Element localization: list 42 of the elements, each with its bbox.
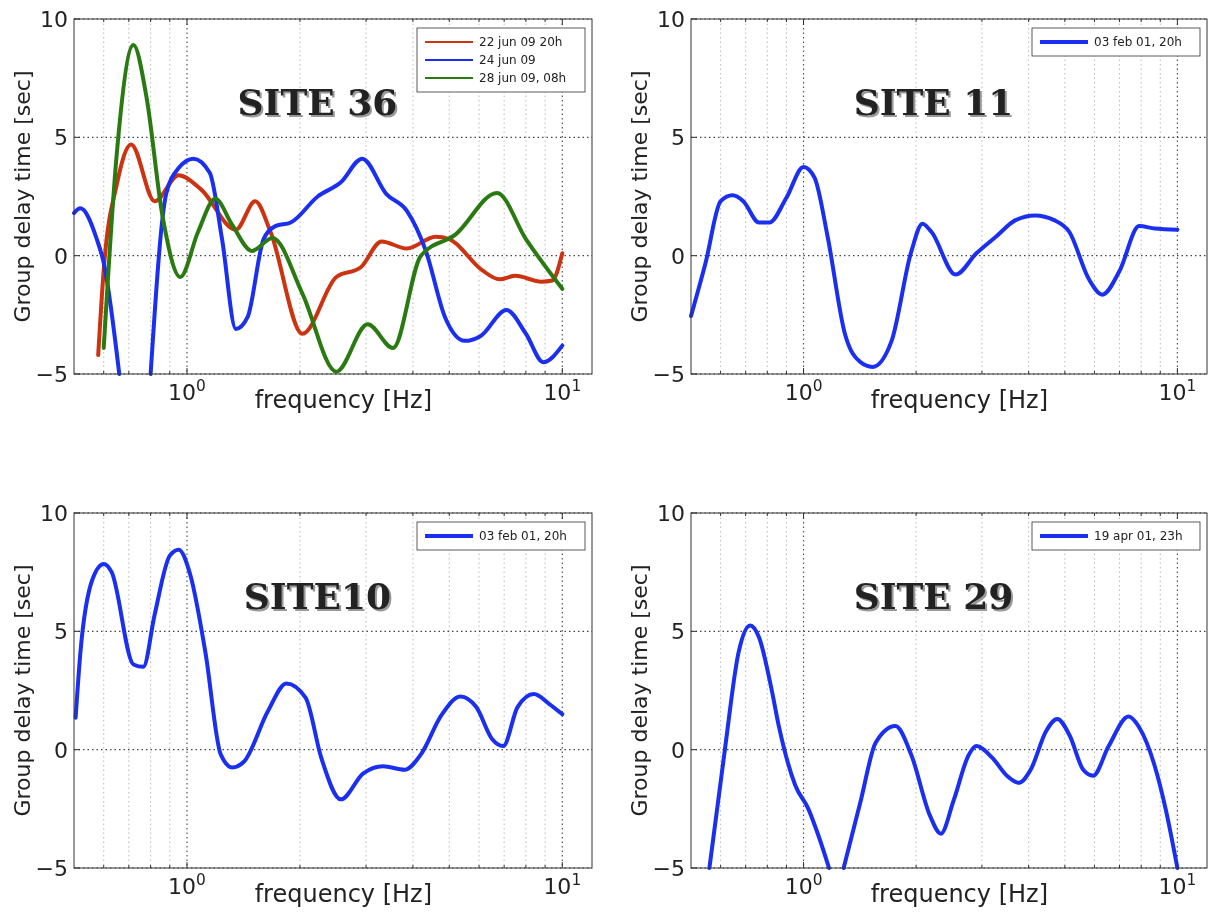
y-axis-title: Group delay time [sec] — [10, 70, 35, 323]
y-axis-title: Group delay time [sec] — [627, 564, 652, 817]
x-tick-label: 10$^{0}$ — [784, 871, 823, 899]
legend-label: 03 feb 01, 20h — [1094, 35, 1182, 49]
y-tick-label: 10 — [40, 7, 68, 32]
y-tick-label: 5 — [671, 619, 685, 645]
y-axis-title: Group delay time [sec] — [627, 70, 652, 323]
y-axis-title: Group delay time [sec] — [10, 564, 35, 817]
y-tick-label: −5 — [35, 856, 68, 881]
text: SITE10 — [245, 576, 394, 619]
y-tick-label: 10 — [40, 501, 68, 526]
y-tick-label: 0 — [54, 737, 68, 763]
x-tick-label: 10$^{1}$ — [543, 871, 582, 899]
x-tick-label: 10$^{1}$ — [1158, 871, 1197, 899]
y-tick-label: 5 — [54, 619, 68, 645]
y-tick-label: −5 — [35, 362, 68, 387]
x-tick-label: 10$^{0}$ — [168, 871, 206, 899]
y-tick-label: 0 — [671, 737, 685, 763]
x-axis-title: frequency [Hz] — [870, 880, 1049, 908]
y-tick-label: −5 — [652, 856, 685, 881]
y-tick-label: 5 — [671, 125, 685, 151]
y-tick-label: −5 — [652, 362, 685, 387]
text: SITE 36 — [239, 82, 400, 125]
text: SITE 29 — [853, 574, 1014, 617]
y-tick-label: 10 — [657, 7, 685, 32]
legend-label: 24 jun 09 — [479, 53, 536, 67]
x-tick-label: 10$^{0}$ — [168, 377, 206, 405]
legend-label: 22 jun 09 20h — [479, 35, 563, 49]
legend-label: 28 jun 09, 08h — [479, 71, 567, 85]
y-tick-label: 0 — [671, 243, 685, 269]
x-axis-title: frequency [Hz] — [254, 386, 433, 414]
y-tick-label: 0 — [54, 243, 68, 269]
y-tick-label: 5 — [54, 125, 68, 151]
x-axis-title: frequency [Hz] — [870, 386, 1049, 414]
x-axis-title: frequency [Hz] — [254, 880, 433, 908]
x-tick-label: 10$^{0}$ — [784, 377, 823, 405]
y-tick-label: 10 — [657, 501, 685, 526]
x-tick-label: 10$^{1}$ — [543, 377, 582, 405]
legend-label: 19 apr 01, 23h — [1094, 529, 1183, 543]
x-tick-label: 10$^{1}$ — [1158, 377, 1197, 405]
legend-label: 03 feb 01, 20h — [479, 529, 567, 543]
text: SITE 11 — [855, 82, 1016, 125]
